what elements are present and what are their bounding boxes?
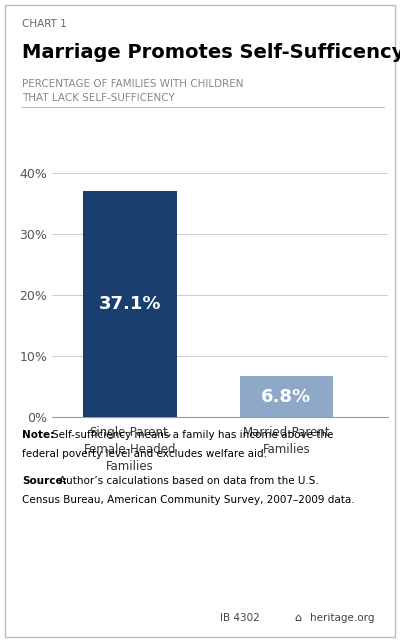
Text: PERCENTAGE OF FAMILIES WITH CHILDREN: PERCENTAGE OF FAMILIES WITH CHILDREN xyxy=(22,80,244,89)
Text: Marriage Promotes Self-Sufficency: Marriage Promotes Self-Sufficency xyxy=(22,43,400,62)
Text: heritage.org: heritage.org xyxy=(310,614,374,623)
Text: 6.8%: 6.8% xyxy=(261,388,312,406)
Text: IB 4302: IB 4302 xyxy=(220,614,260,623)
Text: federal poverty level and excludes welfare aid.: federal poverty level and excludes welfa… xyxy=(22,449,267,459)
Text: 37.1%: 37.1% xyxy=(99,295,161,313)
Text: Source:: Source: xyxy=(22,476,67,486)
Bar xyxy=(240,376,333,417)
Bar xyxy=(83,191,177,417)
Text: Self-sufficiency means a family has income above the: Self-sufficiency means a family has inco… xyxy=(52,430,333,440)
Text: Note:: Note: xyxy=(22,430,54,440)
Text: ⌂: ⌂ xyxy=(294,614,301,623)
Text: Census Bureau, American Community Survey, 2007–2009 data.: Census Bureau, American Community Survey… xyxy=(22,496,355,505)
Text: CHART 1: CHART 1 xyxy=(22,19,67,29)
Text: THAT LACK SELF-SUFFICENCY: THAT LACK SELF-SUFFICENCY xyxy=(22,93,175,103)
Text: Author’s calculations based on data from the U.S.: Author’s calculations based on data from… xyxy=(59,476,319,486)
